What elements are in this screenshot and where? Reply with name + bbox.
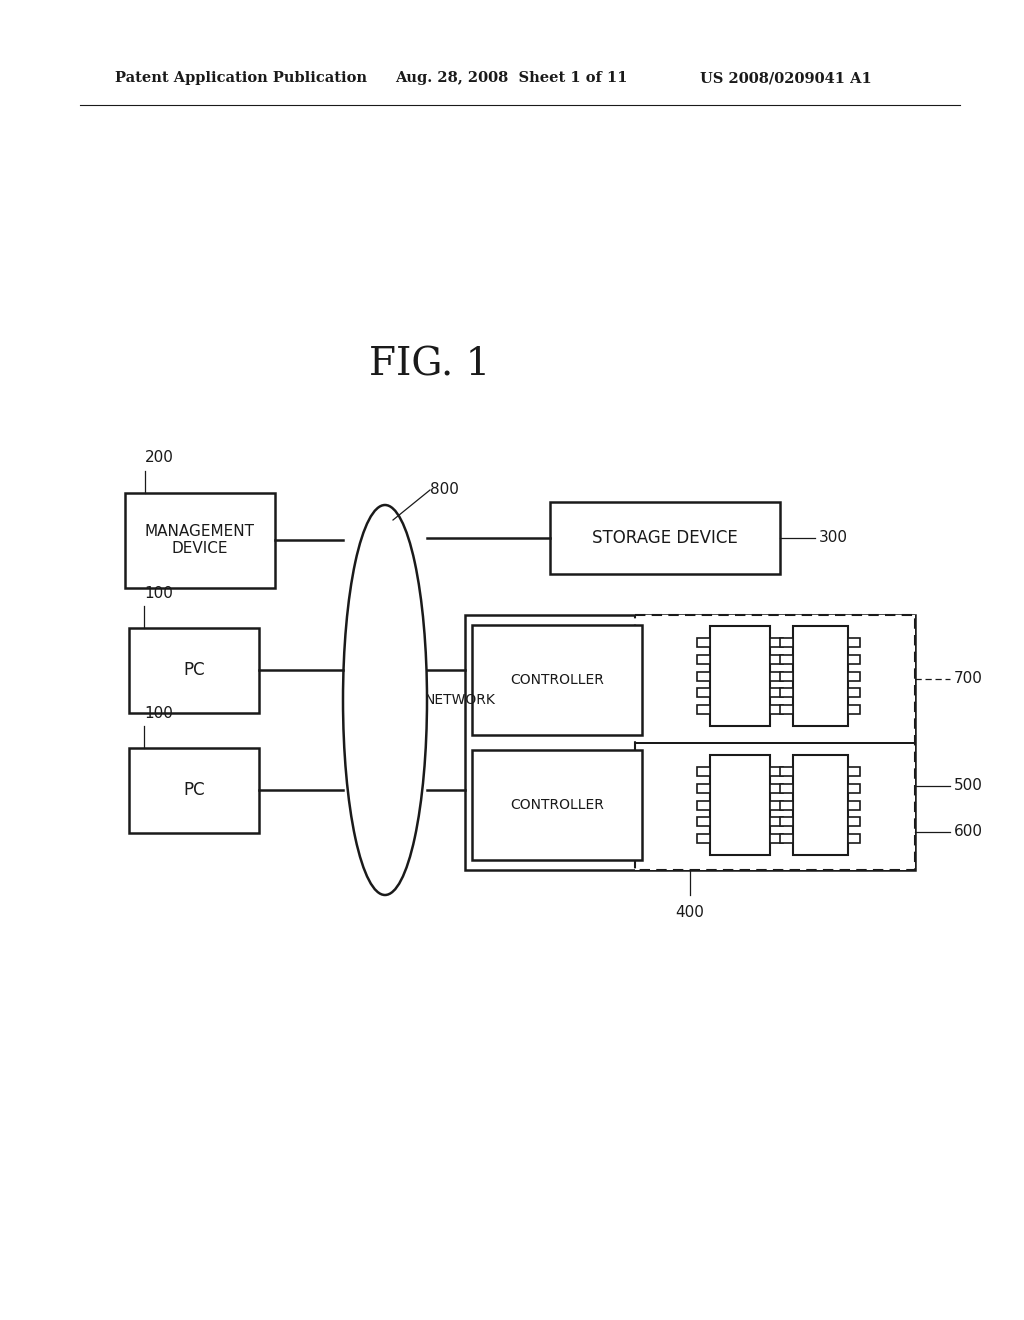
- Bar: [696, 672, 710, 681]
- Bar: [696, 638, 710, 647]
- Text: 700: 700: [954, 672, 983, 686]
- Text: 400: 400: [676, 906, 705, 920]
- Bar: [770, 688, 783, 697]
- Bar: [848, 834, 859, 843]
- Bar: [848, 672, 859, 681]
- Bar: [848, 655, 859, 664]
- Bar: [780, 767, 793, 776]
- Bar: [780, 688, 793, 697]
- Text: 800: 800: [430, 483, 459, 498]
- Text: CONTROLLER: CONTROLLER: [510, 673, 604, 686]
- Bar: [770, 655, 783, 664]
- Bar: [780, 817, 793, 826]
- Bar: [770, 817, 783, 826]
- Bar: [465, 615, 915, 870]
- Text: CONTROLLER: CONTROLLER: [510, 799, 604, 812]
- Bar: [696, 688, 710, 697]
- Bar: [696, 817, 710, 826]
- Bar: [550, 502, 780, 574]
- Bar: [848, 767, 859, 776]
- Bar: [848, 705, 859, 714]
- Bar: [770, 705, 783, 714]
- Bar: [848, 784, 859, 793]
- Text: 200: 200: [145, 450, 174, 466]
- Text: 300: 300: [819, 531, 848, 545]
- Bar: [710, 755, 770, 855]
- Text: NETWORK: NETWORK: [425, 693, 496, 708]
- Bar: [780, 638, 793, 647]
- Bar: [472, 750, 642, 861]
- Bar: [848, 800, 859, 809]
- Text: Patent Application Publication: Patent Application Publication: [115, 71, 367, 84]
- Text: PC: PC: [183, 661, 205, 678]
- Bar: [696, 784, 710, 793]
- Bar: [780, 784, 793, 793]
- Bar: [696, 834, 710, 843]
- Bar: [848, 688, 859, 697]
- Bar: [780, 655, 793, 664]
- Text: US 2008/0209041 A1: US 2008/0209041 A1: [700, 71, 871, 84]
- Text: 600: 600: [954, 824, 983, 840]
- Text: STORAGE DEVICE: STORAGE DEVICE: [592, 529, 738, 546]
- Bar: [129, 747, 259, 833]
- Bar: [125, 492, 275, 587]
- Bar: [696, 655, 710, 664]
- Bar: [770, 800, 783, 809]
- Bar: [770, 784, 783, 793]
- Bar: [793, 626, 848, 726]
- Bar: [696, 767, 710, 776]
- Bar: [770, 672, 783, 681]
- Bar: [770, 767, 783, 776]
- Bar: [780, 800, 793, 809]
- Bar: [770, 638, 783, 647]
- Bar: [848, 817, 859, 826]
- Bar: [710, 626, 770, 726]
- Text: Aug. 28, 2008  Sheet 1 of 11: Aug. 28, 2008 Sheet 1 of 11: [395, 71, 628, 84]
- Text: MANAGEMENT
DEVICE: MANAGEMENT DEVICE: [145, 524, 255, 556]
- Text: FIG. 1: FIG. 1: [370, 346, 490, 384]
- Text: PC: PC: [183, 781, 205, 799]
- Bar: [780, 705, 793, 714]
- Text: 100: 100: [144, 705, 173, 721]
- Bar: [696, 705, 710, 714]
- Bar: [770, 834, 783, 843]
- Bar: [848, 638, 859, 647]
- Bar: [635, 615, 915, 870]
- Text: 100: 100: [144, 586, 173, 601]
- Bar: [793, 755, 848, 855]
- Bar: [780, 834, 793, 843]
- Bar: [472, 624, 642, 735]
- Ellipse shape: [343, 506, 427, 895]
- Bar: [129, 627, 259, 713]
- Bar: [696, 800, 710, 809]
- Text: 500: 500: [954, 779, 983, 793]
- Bar: [780, 672, 793, 681]
